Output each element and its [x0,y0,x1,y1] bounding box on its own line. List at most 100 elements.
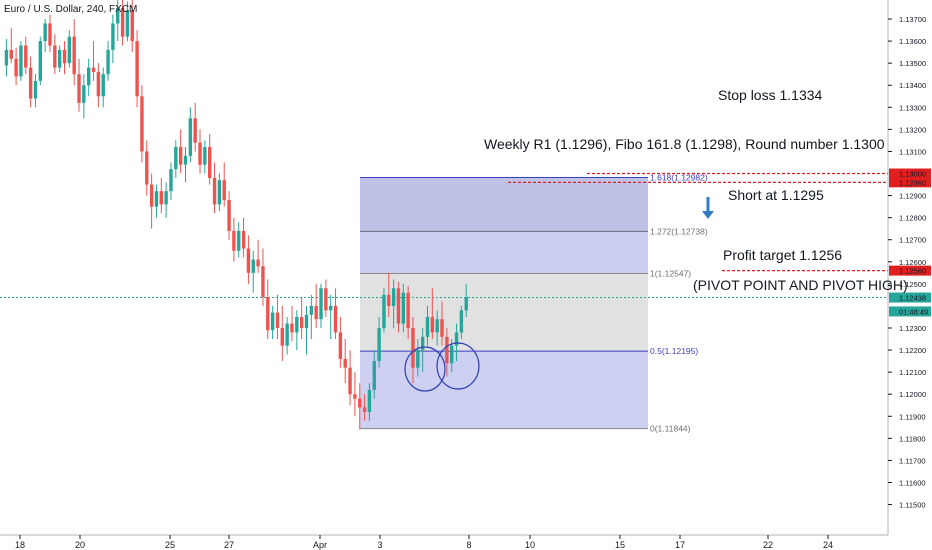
candle-body [101,74,105,97]
candle [391,279,396,328]
candle [329,294,333,340]
fib-level-label: 0(1.11844) [650,424,691,434]
candle [367,383,372,421]
price-tag-label: 1.12960 [899,178,926,187]
candle [203,140,207,174]
candle [338,316,343,368]
candle [459,305,464,340]
drawing-overlays[interactable] [404,172,888,392]
candle-body [464,297,468,311]
price-tag[interactable] [889,265,931,276]
candle [130,0,134,53]
price-tag-label: 1.13000 [899,170,926,179]
candle-body [309,305,314,315]
time-axis[interactable]: 18 20 25 27 Apr 3 8 10 15 17 22 24 [0,534,888,550]
candle-body [411,328,415,368]
price-tick-label: 1.13500 [899,59,926,68]
candle-body [212,177,217,205]
fibonacci-extension-tool[interactable]: 1.618(1.12982) 1.272(1.12738) 1(1.12547) 0.… [360,172,708,434]
price-tick-label: 1.11700 [899,456,926,465]
candle-body [372,361,376,390]
candle [246,235,251,284]
confluence-note: Weekly R1 (1.1296), Fibo 161.8 (1.1298),… [484,136,885,152]
candle [290,305,294,342]
short-arrow-icon[interactable] [702,211,714,219]
fib-zone-top [360,177,648,232]
symbol-title: Euro / U.S. Dollar, 240, FXCM [4,4,138,15]
candle-body [193,118,197,143]
candle [314,283,318,328]
candle [174,140,178,178]
candle-body [367,389,372,412]
price-tag[interactable] [889,168,931,179]
candle [212,162,217,214]
price-tag[interactable] [889,306,931,317]
candle-body [425,316,430,337]
candle-body [435,319,439,333]
candle [159,177,163,214]
candle-body [430,316,435,333]
candle [382,288,386,333]
candle-body [120,8,125,37]
candle-body [145,151,149,185]
candle-body [406,292,410,328]
price-tick-label: 1.12100 [899,368,926,377]
candle [396,281,401,333]
profit-target-note: Profit target 1.1256 [723,247,843,263]
candle-body [295,316,299,333]
price-tick-label: 1.13700 [899,15,926,24]
candle [111,14,115,64]
price-axis[interactable]: 1.13700 1.13600 1.13500 1.13400 1.13300 1.132… [887,0,932,550]
candle [241,217,246,258]
price-tag[interactable] [889,292,931,303]
short-entry-note: Short at 1.1295 [728,187,824,203]
candlestick-series [4,0,468,430]
candle [4,38,9,77]
candle [72,19,76,86]
price-tag[interactable] [889,177,931,188]
pattern-circle[interactable] [404,346,446,392]
candle-body [72,36,76,75]
candle-body [304,314,309,328]
pattern-circle[interactable] [436,342,480,390]
candle-body [149,184,154,207]
candle [28,56,33,108]
time-tick-label: 27 [224,540,234,550]
candle-body [256,259,260,267]
candle-body [459,310,464,333]
candle [299,297,304,340]
candle-body [9,49,13,59]
time-tick-label: 25 [165,540,175,550]
price-tick-label: 1.13100 [899,147,926,156]
candle-body [106,49,110,75]
price-tick-label: 1.11800 [899,434,926,443]
candle-body [314,305,318,320]
candle [149,173,154,229]
price-tick-label: 1.12200 [899,346,926,355]
time-tick-label: 18 [15,540,25,550]
candle-body [62,49,67,64]
candle-body [324,288,328,311]
candle [445,328,449,377]
price-tick-label: 1.12700 [899,236,926,245]
candle [57,45,62,72]
candle [19,41,23,81]
candle-body [416,350,420,368]
candle-body [140,96,144,152]
price-tick-label: 1.12800 [899,214,926,223]
candle [198,129,202,174]
candle [333,288,338,340]
pivot-note: (PIVOT POINT AND PIVOT HIGH) [693,277,908,293]
candle-body [319,288,323,320]
candle-body [135,41,139,97]
candle-body [43,23,47,42]
candle [101,67,105,108]
price-tag-label: 01:48:49 [899,307,928,316]
candle [53,34,57,75]
candle [295,310,299,351]
stop-loss-note: Stop loss 1.1334 [718,87,823,103]
candle-body [77,74,81,103]
candle-body [222,180,226,200]
candle-body [266,297,270,331]
